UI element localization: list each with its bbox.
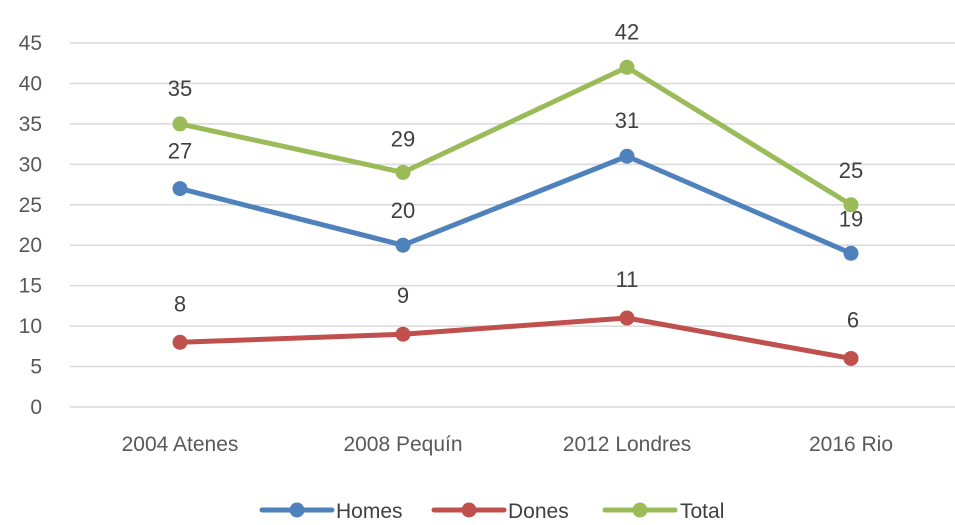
x-tick-label: 2008 Pequín [343, 433, 462, 456]
y-tick-label: 35 [19, 113, 42, 136]
y-tick-label: 30 [19, 153, 42, 176]
data-point-total [395, 164, 411, 180]
data-point-total [843, 197, 859, 213]
data-label-homes: 20 [391, 198, 415, 223]
data-label-homes: 31 [615, 108, 639, 133]
y-tick-label: 0 [30, 396, 42, 419]
data-label-dones: 11 [616, 267, 639, 292]
series-line-dones [177, 315, 854, 361]
data-point-dones [395, 326, 411, 342]
legend-marker [632, 502, 648, 518]
data-point-dones [843, 350, 859, 366]
legend-label: Homes [336, 500, 403, 523]
legend: Homes Dones Total [259, 500, 724, 523]
y-tick-label: 40 [19, 72, 42, 95]
legend-marker [461, 502, 477, 518]
legend-item-homes: Homes [259, 500, 403, 523]
data-label-homes: 27 [168, 139, 192, 164]
data-label-total: 35 [168, 76, 192, 101]
data-label-total: 25 [839, 158, 863, 183]
y-tick-label: 10 [19, 315, 42, 338]
data-label-dones: 6 [847, 307, 859, 332]
legend-label: Total [680, 500, 724, 523]
data-label-dones: 9 [397, 283, 409, 308]
legend-marker [289, 502, 305, 518]
data-point-homes [619, 148, 635, 164]
y-tick-label: 5 [30, 356, 42, 379]
y-tick-label: 45 [19, 32, 42, 55]
data-labels: 27 20 31 19 8 9 11 6 35 29 42 25 [168, 19, 863, 332]
x-tick-label: 2012 Londres [563, 433, 691, 456]
legend-item-total: Total [602, 500, 724, 523]
data-point-homes [172, 181, 188, 197]
data-label-homes: 19 [839, 206, 863, 231]
data-point-dones [619, 310, 635, 326]
gridlines [70, 42, 955, 408]
y-tick-label: 15 [19, 275, 42, 298]
y-tick-label: 25 [19, 194, 42, 217]
y-tick-label: 20 [19, 234, 42, 257]
x-axis: 2004 Atenes 2008 Pequín 2012 Londres 2016 R… [122, 433, 893, 456]
legend-item-dones: Dones [431, 500, 569, 523]
data-point-homes [843, 245, 859, 261]
data-point-total [172, 116, 188, 132]
data-point-homes [395, 237, 411, 253]
y-axis: 0 5 10 15 20 25 30 35 40 45 [19, 32, 42, 419]
legend-label: Dones [508, 500, 569, 523]
data-label-total: 29 [391, 126, 415, 151]
data-point-total [619, 59, 635, 75]
data-label-dones: 8 [174, 291, 186, 316]
series-line-homes [177, 153, 854, 256]
data-label-total: 42 [615, 19, 639, 44]
x-tick-label: 2016 Rio [809, 433, 893, 456]
x-tick-label: 2004 Atenes [122, 433, 239, 456]
series-lines [172, 59, 859, 366]
series-line-total [177, 64, 854, 208]
data-point-dones [172, 334, 188, 350]
